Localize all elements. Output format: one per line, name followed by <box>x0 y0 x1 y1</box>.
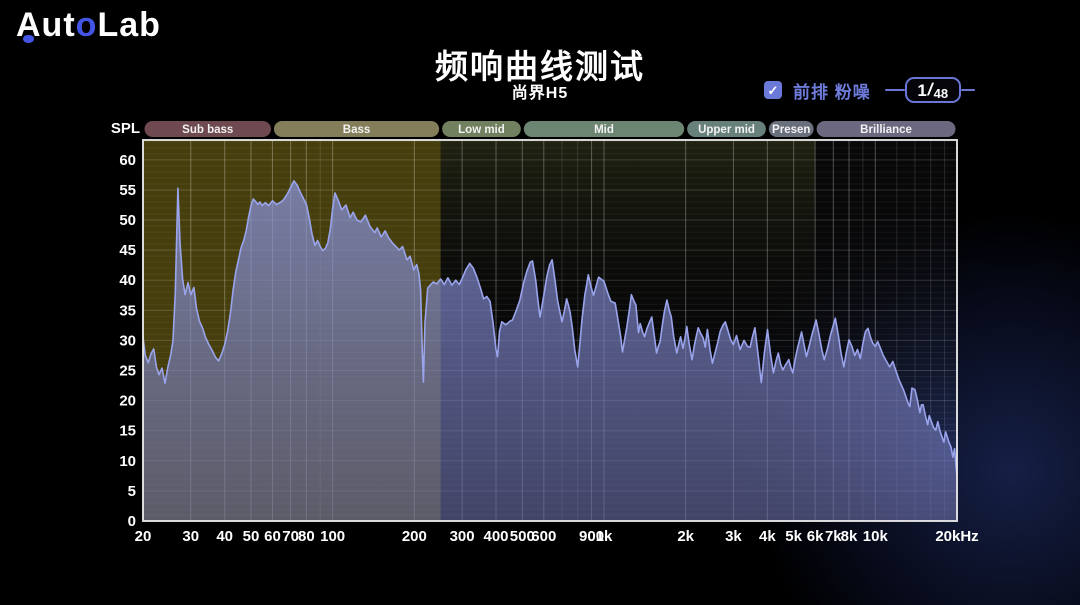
x-tick-label: 600 <box>531 528 556 545</box>
x-tick-label: 900 <box>579 528 604 545</box>
autolab-logo: AutoLab <box>16 6 161 45</box>
logo-dot-icon <box>23 35 34 43</box>
x-tick-label: 200 <box>402 528 427 545</box>
band-pill <box>144 121 271 137</box>
logo-text-2: Lab <box>97 6 161 44</box>
y-tick-label: 25 <box>119 363 136 380</box>
y-tick-label: 45 <box>119 242 136 259</box>
x-tick-label: 80 <box>298 528 315 545</box>
x-tick-label: 300 <box>450 528 475 545</box>
smoothing-selector[interactable]: 1 / 48 <box>904 77 961 103</box>
x-tick-label: 7k <box>825 528 842 545</box>
y-tick-label: 30 <box>119 332 136 349</box>
y-axis-labels: 0 5 10 15 20 25 30 35 40 45 50 55 60 <box>119 152 136 530</box>
x-tick-label: 3k <box>725 528 742 545</box>
x-tick-label: 20 <box>135 528 152 545</box>
band-pill-label: Sub bass <box>182 124 233 136</box>
x-tick-label: 70 <box>282 528 299 545</box>
band-pill <box>523 121 685 137</box>
x-tick-label: 10k <box>863 528 889 545</box>
y-tick-label: 35 <box>119 302 136 319</box>
x-tick-label: 400 <box>483 528 508 545</box>
x-tick-label: 5k <box>785 528 802 545</box>
band-pill <box>273 121 440 137</box>
band-pill <box>687 121 766 137</box>
x-tick-label: 30 <box>182 528 199 545</box>
y-tick-label: 60 <box>119 152 136 169</box>
controls-bar: ✓ 前排 粉噪 1 / 48 <box>764 76 975 104</box>
y-tick-label: 55 <box>119 182 136 199</box>
x-tick-label: 100 <box>320 528 345 545</box>
y-tick-label: 5 <box>128 483 136 500</box>
plot-border <box>142 139 958 522</box>
band-pill-label: Bass <box>343 124 371 136</box>
logo-text-o: o <box>75 6 98 44</box>
x-tick-label: 2k <box>677 528 694 545</box>
x-tick-label: 50 <box>243 528 260 545</box>
x-tick-label: 4k <box>759 528 776 545</box>
channel-label: 前排 粉噪 <box>793 82 871 102</box>
band-header-row: Sub bass Bass Low mid Mid Upper mid Presen Bri… <box>144 121 956 137</box>
x-tick-label: 40 <box>216 528 233 545</box>
band-pill <box>816 121 956 137</box>
x-tick-label: 500 <box>510 528 535 545</box>
y-tick-label: 0 <box>128 513 136 530</box>
band-pill-label: Upper mid <box>698 124 755 136</box>
band-pill-label: Mid <box>594 124 614 136</box>
checkmark-icon: ✓ <box>767 82 779 98</box>
x-tick-label: 1k <box>596 528 613 545</box>
y-tick-label: 15 <box>119 423 136 440</box>
y-tick-label: 40 <box>119 272 136 289</box>
y-tick-label: 10 <box>119 453 136 470</box>
x-tick-label: 8k <box>841 528 858 545</box>
band-pill-label: Presen <box>772 124 810 136</box>
band-pill-label: Brilliance <box>860 124 912 136</box>
y-tick-label: 20 <box>119 393 136 410</box>
band-pill <box>768 121 814 137</box>
y-tick-label: 50 <box>119 212 136 229</box>
x-tick-label: 20kHz <box>935 528 978 545</box>
spl-area-fill <box>143 180 957 521</box>
page-title: 频响曲线测试 <box>435 48 645 85</box>
channel-checkbox[interactable]: ✓ <box>764 81 782 99</box>
smoothing-left-line <box>884 89 905 91</box>
smoothing-denominator: 48 <box>933 85 949 101</box>
band-pill-label: Low mid <box>458 124 505 136</box>
band-pill <box>442 121 521 137</box>
smoothing-numerator: 1 <box>917 80 927 100</box>
x-tick-label: 6k <box>807 528 824 545</box>
spl-curve <box>143 180 957 477</box>
smoothing-right-line <box>960 89 975 91</box>
x-tick-label: 60 <box>264 528 281 545</box>
y-axis-title: SPL <box>110 120 140 137</box>
page-subtitle: 尚界H5 <box>511 85 569 102</box>
